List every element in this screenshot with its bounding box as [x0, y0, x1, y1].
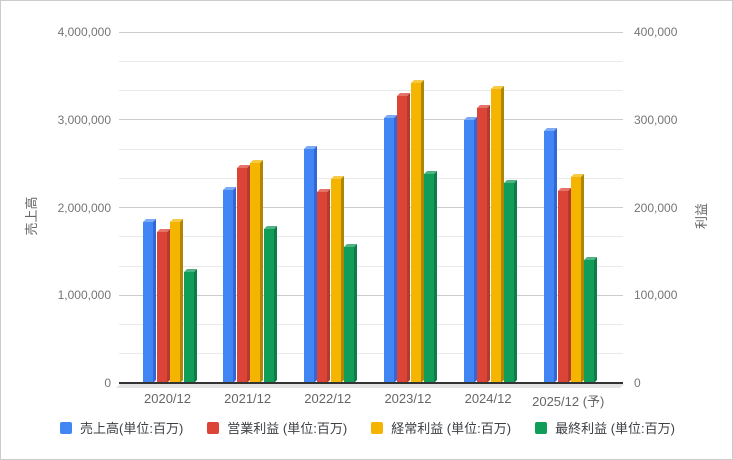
x-axis-category-label: 2023/12	[384, 391, 432, 406]
gridline-minor	[119, 353, 623, 354]
bar-side-face	[594, 257, 598, 383]
bar-revenue	[463, 119, 474, 383]
gridline-major	[119, 295, 623, 296]
bar-ordinary-profit	[170, 221, 181, 383]
bar-net-profit	[584, 260, 595, 383]
bar-side-face	[193, 269, 197, 383]
y-axis-tick-label-right: 200,000	[634, 200, 678, 215]
legend-item: 経常利益 (単位:百万)	[371, 418, 511, 437]
axis-floor-shadow	[116, 384, 624, 388]
legend-item: 営業利益 (単位:百万)	[207, 418, 347, 437]
legend-label: 営業利益 (単位:百万)	[227, 421, 348, 436]
y-axis-tick-label-right: 400,000	[634, 25, 678, 39]
gridline-major	[119, 119, 623, 120]
legend-swatch	[207, 421, 220, 434]
x-axis-category-label: 2024/12	[464, 391, 512, 406]
bar-side-face	[353, 243, 357, 383]
x-axis-category-label: 2020/12	[144, 391, 191, 406]
bar-revenue	[303, 148, 314, 383]
bar-operating-profit	[317, 191, 328, 383]
gridline-minor	[119, 178, 623, 179]
legend-label: 売上高(単位:百万)	[80, 421, 184, 436]
bar-net-profit	[343, 246, 354, 383]
gridline-minor	[119, 61, 623, 62]
bar-side-face	[434, 171, 438, 383]
gridline-minor	[119, 90, 623, 91]
bar-side-face	[514, 179, 518, 383]
y-axis-title-left: 売上高	[24, 196, 39, 236]
bar-operating-profit	[477, 108, 488, 383]
x-axis-category-label: 2021/12	[224, 391, 272, 406]
gridline-minor	[119, 236, 623, 237]
bar-revenue	[544, 131, 555, 383]
y-axis-tick-label-left: 0	[104, 376, 111, 390]
bar-net-profit	[263, 229, 274, 383]
legend-item: 最終利益 (単位:百万)	[535, 418, 675, 437]
gridline-major	[119, 207, 623, 208]
gridline-major	[119, 32, 623, 33]
y-axis-tick-label-left: 1,000,000	[57, 288, 111, 303]
y-axis-title-right: 利益	[694, 203, 709, 230]
bar-revenue	[383, 117, 394, 383]
bar-revenue	[223, 189, 234, 383]
x-axis-baseline	[119, 382, 623, 384]
bar-ordinary-profit	[410, 82, 421, 383]
legend-swatch	[60, 421, 73, 434]
bar-revenue	[143, 221, 154, 383]
bar-operating-profit	[236, 168, 247, 383]
legend-swatch	[535, 421, 548, 434]
bar-operating-profit	[557, 190, 568, 383]
bar-net-profit	[424, 174, 435, 383]
y-axis-tick-label-left: 4,000,000	[57, 25, 111, 39]
y-axis-tick-label-right: 100,000	[634, 288, 678, 303]
x-axis-category-label: 2022/12	[304, 391, 352, 406]
bar-ordinary-profit	[250, 162, 261, 383]
legend: 売上高(単位:百万) 営業利益 (単位:百万) 経常利益 (単位:百万) 最終利益 (…	[1, 418, 732, 437]
y-axis-tick-label-left: 3,000,000	[57, 112, 111, 127]
legend-item: 売上高(単位:百万)	[60, 418, 183, 437]
y-axis-tick-label-right: 0	[634, 376, 641, 390]
y-axis-tick-label-right: 300,000	[634, 112, 678, 127]
y-axis-tick-label-left: 2,000,000	[57, 200, 111, 215]
gridline-minor	[119, 324, 623, 325]
bar-operating-profit	[397, 96, 408, 383]
gridline-minor	[119, 266, 623, 267]
bar-ordinary-profit	[570, 176, 581, 383]
legend-label: 経常利益 (単位:百万)	[391, 421, 512, 436]
bar-ordinary-profit	[330, 178, 341, 383]
bar-net-profit	[183, 272, 194, 383]
x-axis-category-label: 2025/12 (予)	[532, 394, 605, 409]
legend-label: 最終利益 (単位:百万)	[555, 421, 675, 436]
bar-ordinary-profit	[490, 89, 501, 383]
gridline-minor	[119, 149, 623, 150]
bar-side-face	[273, 226, 277, 383]
bar-operating-profit	[156, 232, 167, 383]
legend-swatch	[371, 421, 384, 434]
bar-net-profit	[504, 182, 515, 383]
